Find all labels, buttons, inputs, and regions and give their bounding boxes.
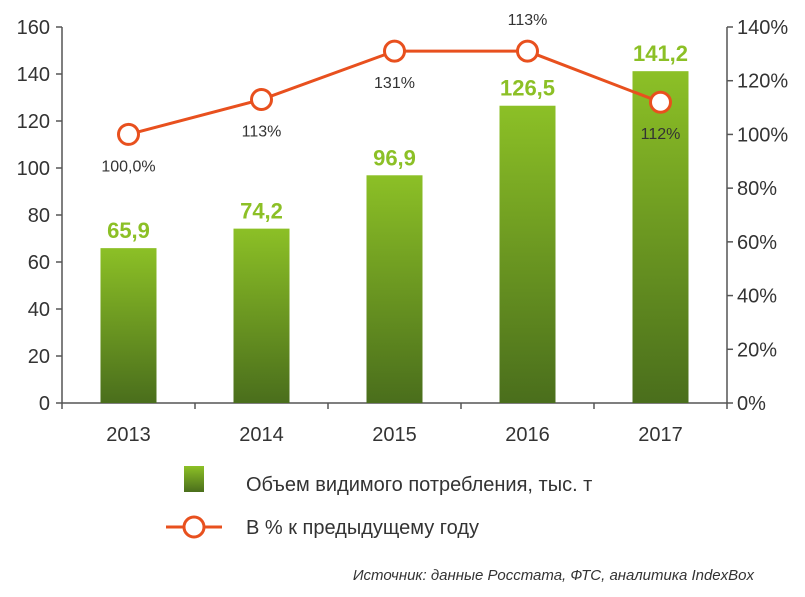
- legend-line-marker: [182, 515, 206, 539]
- y-right-tick-label: 0%: [737, 393, 766, 415]
- y-left-tick-label: 120: [17, 111, 50, 133]
- y-right-tick-label: 140%: [737, 17, 788, 39]
- bar: [366, 175, 423, 403]
- bar: [100, 248, 157, 403]
- line-value-label: 100,0%: [101, 158, 155, 175]
- y-left-tick-label: 140: [17, 64, 50, 86]
- legend-bar-swatch: [184, 466, 204, 492]
- y-left-tick-label: 60: [28, 252, 50, 274]
- y-right-tick-label: 120%: [737, 71, 788, 93]
- y-left-tick-label: 100: [17, 158, 50, 180]
- y-right-tick-label: 80%: [737, 178, 777, 200]
- line-point: [250, 88, 273, 112]
- line-point: [516, 39, 539, 63]
- bar-value-label: 126,5: [500, 76, 555, 101]
- line-value-label: 113%: [508, 12, 548, 29]
- source-note: Источник: данные Росстата, ФТС, аналитик…: [353, 567, 755, 584]
- series-line: [128, 49, 662, 136]
- line-point: [117, 122, 140, 146]
- bar-value-label: 65,9: [107, 218, 150, 243]
- y-right-tick-label: 60%: [737, 232, 777, 254]
- line-point: [649, 90, 672, 114]
- bar-value-label: 141,2: [633, 41, 688, 66]
- y-right-tick-label: 40%: [737, 286, 777, 308]
- y-left-tick-label: 80: [28, 205, 50, 227]
- y-right-tick-label: 20%: [737, 339, 777, 361]
- line-value-label: 112%: [641, 126, 681, 143]
- x-tick-label: 2017: [638, 424, 683, 446]
- x-tick-label: 2015: [372, 424, 417, 446]
- x-tick-label: 2013: [106, 424, 151, 446]
- y-right-tick-label: 100%: [737, 124, 788, 146]
- bar: [632, 71, 689, 404]
- y-left-tick-label: 20: [28, 346, 50, 368]
- line-value-label: 113%: [242, 124, 282, 141]
- line-point: [383, 39, 406, 63]
- bar: [499, 105, 556, 403]
- line-value-label: 131%: [374, 75, 415, 92]
- bar: [233, 228, 290, 403]
- x-tick-label: 2014: [239, 424, 284, 446]
- legend: Объем видимого потребления, тыс. т В % к…: [166, 466, 592, 539]
- x-tick-label: 2016: [505, 424, 550, 446]
- legend-bar-label: Объем видимого потребления, тыс. т: [246, 474, 592, 496]
- legend-line-label: В % к предыдущему году: [246, 517, 479, 539]
- y-left-tick-label: 40: [28, 299, 50, 321]
- bar-value-label: 96,9: [373, 145, 416, 170]
- y-left-tick-label: 160: [17, 17, 50, 39]
- y-left-tick-label: 0: [39, 393, 50, 415]
- bar-value-label: 74,2: [240, 199, 283, 224]
